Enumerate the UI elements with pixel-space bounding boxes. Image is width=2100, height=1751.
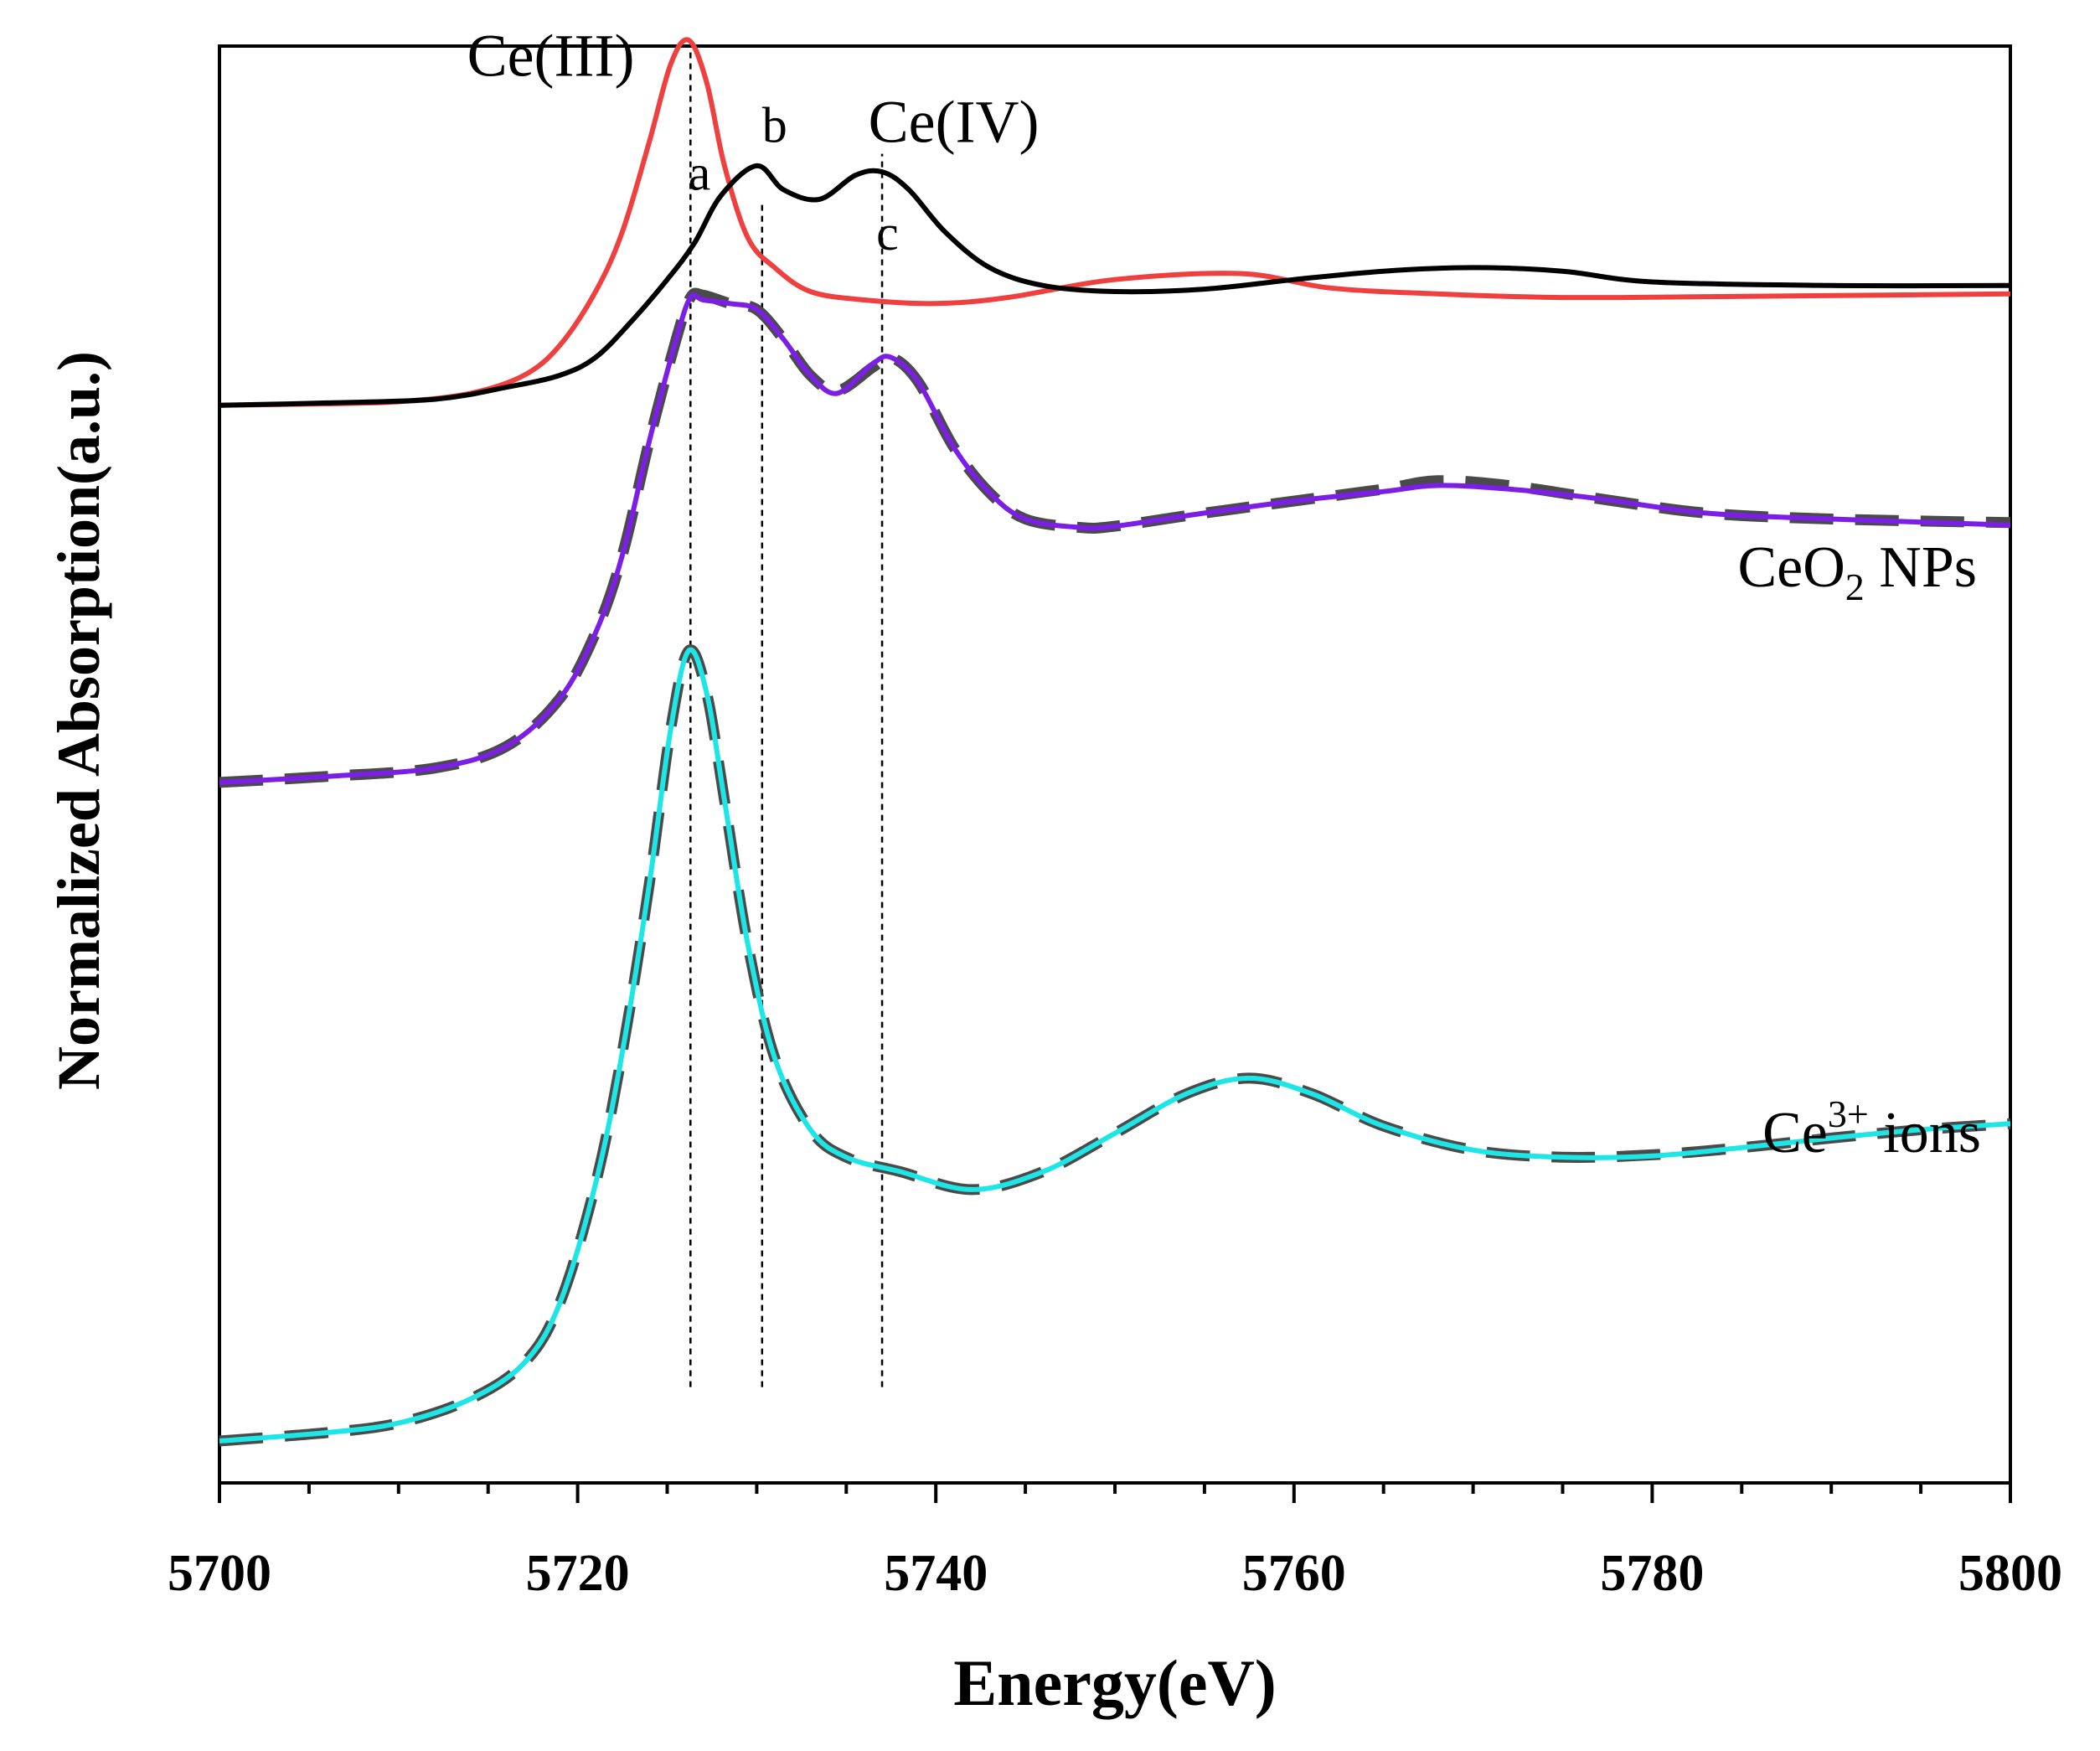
series-group bbox=[219, 37, 2011, 1447]
annotation-b: b bbox=[762, 97, 787, 152]
annotation-a: a bbox=[689, 146, 711, 201]
x-tick-label: 5780 bbox=[1600, 1545, 1704, 1602]
guide-lines bbox=[689, 46, 884, 1387]
plot-frame bbox=[218, 44, 2012, 1485]
y-axis-title: Normalized Absorption(a.u.) bbox=[45, 351, 112, 1090]
series-line-ce3-ions bbox=[219, 647, 2011, 1444]
x-axis-title: Energy(eV) bbox=[953, 1646, 1277, 1719]
x-tick-label: 5760 bbox=[1242, 1545, 1346, 1602]
x-tick-labels: 5700 5720 5740 5760 5780 5800 bbox=[168, 1545, 2062, 1602]
series-line-ce3-ions-fit bbox=[219, 644, 2011, 1447]
annotation-ce-iii: Ce(III) bbox=[467, 23, 635, 90]
ceo2-series-label: CeO2 NPs bbox=[1737, 535, 1977, 608]
x-tick-label: 5800 bbox=[1958, 1545, 2062, 1602]
series-line-ceo2-nps bbox=[219, 292, 2011, 785]
series-line-ceo2-nps-fit bbox=[219, 287, 2011, 788]
annotations: Ce(III) Ce(IV) ab c bbox=[467, 23, 1040, 261]
series-line-ce-iv-reference bbox=[219, 163, 2011, 408]
series-line-ce-iii-reference bbox=[219, 37, 2011, 408]
x-tick-label: 5720 bbox=[526, 1545, 630, 1602]
annotation-c: c bbox=[876, 205, 899, 261]
x-tick-label: 5740 bbox=[884, 1545, 988, 1602]
x-tick-label: 5700 bbox=[168, 1545, 271, 1602]
annotation-ce-iv: Ce(IV) bbox=[869, 88, 1040, 155]
x-ticks bbox=[218, 1483, 2012, 1503]
ce3-series-label: Ce3+ ions bbox=[1762, 1092, 1981, 1165]
